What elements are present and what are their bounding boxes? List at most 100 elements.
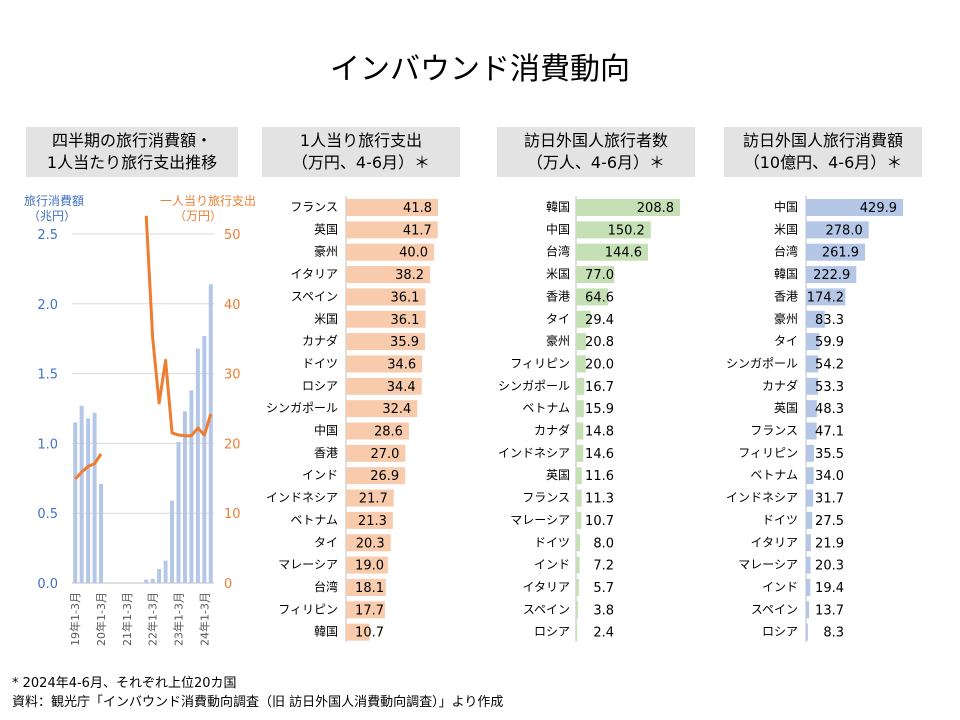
- y2-axis-label: （万円）: [174, 209, 222, 223]
- category-label: インドネシア: [498, 446, 570, 460]
- bar-シンガポール: [346, 400, 418, 418]
- data-label: 28.6: [374, 425, 403, 440]
- bar-香港: [346, 444, 406, 462]
- bar-カナダ: [806, 377, 819, 395]
- bar-フランス: [806, 422, 817, 440]
- category-label: ロシア: [302, 379, 338, 393]
- bar-カナダ: [346, 333, 426, 351]
- data-label: 38.2: [395, 268, 424, 283]
- bar-24Q2: [208, 284, 213, 583]
- x-tick-label: 22年1-3月: [146, 592, 160, 646]
- data-label: 150.2: [608, 223, 645, 238]
- category-label: インド: [534, 558, 570, 572]
- bar-イタリア: [806, 534, 811, 552]
- bar-フィリピン: [806, 444, 815, 462]
- data-label: 18.1: [355, 581, 384, 596]
- bar-ベトナム: [346, 511, 393, 529]
- category-label: 豪州: [546, 333, 570, 348]
- data-label: 7.2: [593, 559, 614, 574]
- bar-19Q3: [86, 418, 91, 583]
- bar-23Q1: [176, 442, 181, 583]
- data-label: 21.9: [815, 536, 844, 551]
- y2-tick-label: 50: [224, 228, 241, 243]
- bar-23Q3: [189, 390, 194, 583]
- category-label: インド: [762, 580, 798, 594]
- category-label: イタリア: [522, 580, 570, 594]
- bar-ロシア: [576, 623, 578, 641]
- data-label: 19.4: [815, 581, 844, 596]
- bar-韓国: [346, 623, 370, 641]
- data-label: 34.6: [387, 357, 416, 372]
- data-label: 83.3: [815, 313, 844, 328]
- category-label: ベトナム: [522, 401, 570, 415]
- bar-フィリピン: [576, 355, 586, 373]
- footnote-source: 資料：観光庁「インバウンド消費動向調査（旧 訪日外国人消費動向調査）」より作成: [12, 695, 504, 710]
- bar-ドイツ: [576, 534, 580, 552]
- bar-豪州: [346, 243, 435, 261]
- data-label: 27.5: [815, 514, 844, 529]
- bar-インド: [576, 556, 580, 574]
- data-label: 14.6: [585, 447, 614, 462]
- data-label: 20.3: [356, 536, 385, 551]
- category-label: 米国: [774, 222, 798, 236]
- data-label: 40.0: [399, 246, 428, 261]
- data-label: 53.3: [815, 380, 844, 395]
- category-label: スペイン: [751, 602, 798, 616]
- data-label: 41.7: [403, 223, 432, 238]
- y2-axis-label: 一人当り旅行支出: [160, 194, 256, 208]
- bar-フランス: [576, 489, 582, 507]
- category-label: フィリピン: [510, 356, 570, 370]
- category-label: タイ: [314, 535, 338, 549]
- category-label: 米国: [314, 312, 338, 326]
- category-label: フィリピン: [278, 602, 338, 616]
- data-label: 16.7: [585, 380, 614, 395]
- bar-台湾: [346, 578, 386, 596]
- bar-イタリア: [576, 578, 579, 596]
- category-label: インドネシア: [726, 491, 798, 505]
- bar-英国: [806, 400, 817, 418]
- category-label: マレーシア: [738, 558, 798, 572]
- data-label: 10.7: [585, 514, 614, 529]
- category-label: カナダ: [534, 423, 570, 438]
- category-label: シンガポール: [726, 356, 798, 370]
- bar-英国: [346, 221, 438, 239]
- category-label: ドイツ: [762, 513, 798, 527]
- data-label: 278.0: [826, 223, 863, 238]
- bar-スペイン: [806, 601, 810, 619]
- bar-タイ: [806, 333, 820, 351]
- category-label: 米国: [546, 267, 570, 281]
- data-label: 35.9: [390, 335, 419, 350]
- x-tick-label: 24年1-3月: [197, 592, 211, 646]
- category-label: 中国: [546, 221, 570, 236]
- category-label: カナダ: [762, 378, 798, 393]
- page-title: インバウンド消費動向: [330, 52, 630, 87]
- bar-カナダ: [576, 422, 584, 440]
- footnotes: * 2024年4-6月、それぞれ上位20カ国 資料：観光庁「インバウンド消費動向…: [12, 674, 503, 712]
- data-label: 208.8: [637, 201, 674, 216]
- category-label: 韓国: [774, 267, 798, 281]
- y-tick-label: 1.0: [37, 437, 58, 452]
- bar-台湾: [806, 243, 866, 261]
- data-label: 26.9: [370, 469, 399, 484]
- data-label: 11.6: [585, 469, 614, 484]
- panel-title-quarterly: 四半期の旅行消費額・ 1人当たり旅行支出推移: [26, 127, 238, 177]
- bar-19Q4: [92, 412, 97, 583]
- data-label: 36.1: [391, 313, 420, 328]
- data-label: 77.0: [585, 268, 614, 283]
- y2-tick-label: 0: [224, 577, 232, 592]
- category-label: 台湾: [546, 244, 570, 259]
- category-label: 香港: [546, 289, 570, 303]
- bar-インドネシア: [346, 489, 394, 507]
- data-label: 34.0: [815, 469, 844, 484]
- y-tick-label: 1.5: [37, 368, 58, 383]
- data-label: 174.2: [807, 290, 844, 305]
- y2-tick-label: 30: [224, 368, 241, 383]
- category-label: 台湾: [774, 244, 798, 259]
- data-label: 11.3: [585, 492, 614, 507]
- bar-中国: [576, 221, 651, 239]
- data-label: 48.3: [815, 402, 844, 417]
- bar-22Q3: [163, 560, 168, 583]
- y-tick-label: 2.5: [37, 228, 58, 243]
- bar-豪州: [806, 310, 825, 328]
- bar-イタリア: [346, 266, 431, 284]
